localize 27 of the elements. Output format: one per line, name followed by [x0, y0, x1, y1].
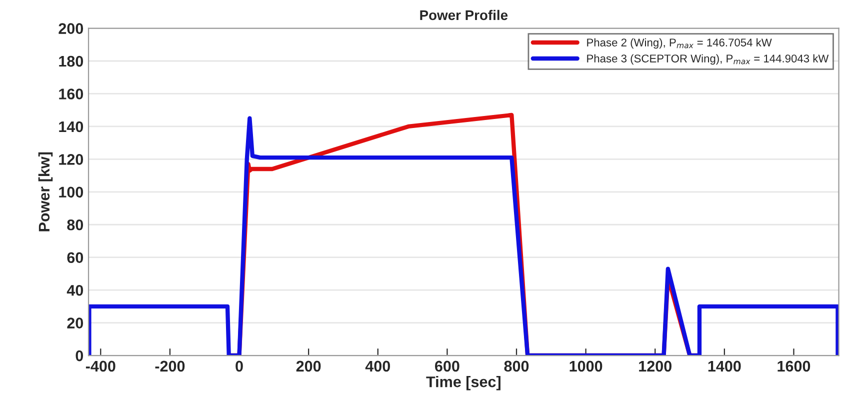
y-tick-label: 0 — [76, 350, 84, 362]
legend-label: Phase 2 (Wing), P$_{max}$ = 146.7054 kW — [587, 38, 772, 49]
x-tick-label: 1000 — [570, 360, 602, 372]
legend-label: Phase 3 (SCEPTOR Wing), P$_{max}$ = 144.9043 kW — [587, 54, 829, 65]
y-axis-title: Power [kw] — [38, 152, 53, 232]
x-tick-label: 1600 — [778, 360, 810, 372]
y-tick-label: 120 — [59, 154, 84, 165]
x-tick-label: 1400 — [708, 360, 741, 372]
x-tick-label: 600 — [435, 360, 460, 372]
y-tick-label: 100 — [59, 186, 84, 198]
x-tick-label: -400 — [86, 360, 116, 372]
x-tick-label: 1200 — [639, 360, 672, 372]
y-tick-label: 40 — [66, 284, 84, 296]
y-tick-label: 140 — [59, 121, 84, 132]
x-axis-title: Time [sec] — [426, 376, 500, 390]
y-tick-label: 20 — [67, 318, 84, 328]
y-tick-label: 80 — [67, 219, 84, 230]
y-tick-label: 60 — [67, 252, 84, 264]
x-tick-label: -200 — [155, 360, 185, 372]
chart-title: Power Profile — [420, 10, 508, 20]
x-tick-label: 400 — [365, 360, 390, 372]
x-tick-label: 200 — [296, 360, 321, 372]
y-tick-label: 160 — [59, 88, 84, 100]
x-tick-label: 0 — [236, 360, 243, 372]
y-tick-label: 200 — [58, 23, 84, 34]
y-tick-label: 180 — [59, 56, 84, 67]
x-tick-label: 800 — [504, 360, 529, 372]
